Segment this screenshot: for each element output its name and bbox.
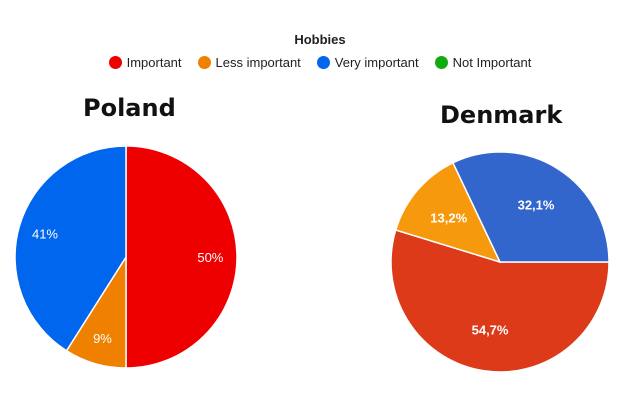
legend-item-not-important[interactable]: Not Important	[434, 55, 532, 70]
slice-label-poland-very-important: 41%	[32, 226, 58, 241]
slice-label-poland-important: 50%	[197, 250, 223, 265]
legend-label-important: Important	[126, 55, 182, 70]
pie-slice-poland-very-important[interactable]	[14, 145, 127, 352]
pie-slice-poland-important[interactable]	[125, 145, 238, 369]
slice-label-poland-less-important: 9%	[93, 331, 112, 346]
chart-title-denmark: Denmark	[440, 101, 563, 129]
legend-title: Hobbies	[294, 32, 346, 47]
legend-label-less-important: Less important	[215, 55, 301, 70]
slice-label-denmark-less-important: 13,2%	[430, 211, 467, 226]
legend-label-not-important: Not Important	[452, 55, 532, 70]
legend-label-very-important: Very important	[334, 55, 419, 70]
pie-chart-poland: 50% 9% 41%	[14, 145, 238, 369]
slice-label-denmark-important: 54,7%	[472, 322, 509, 337]
legend: Important Less important Very important …	[0, 55, 640, 70]
legend-swatch-less-important	[197, 56, 211, 69]
slice-label-denmark-very-important: 32,1%	[518, 197, 555, 212]
chart-title-poland: Poland	[83, 94, 176, 122]
legend-swatch-important	[108, 56, 122, 69]
legend-item-very-important[interactable]: Very important	[316, 55, 419, 70]
pie-slice-denmark-less-important[interactable]	[394, 161, 502, 264]
legend-swatch-very-important	[316, 56, 330, 69]
pie-slice-denmark-important[interactable]	[390, 229, 610, 373]
legend-item-important[interactable]: Important	[108, 55, 182, 70]
pie-chart-denmark: 54,7% 13,2% 32,1%	[390, 151, 610, 373]
legend-swatch-not-important	[434, 56, 448, 69]
legend-item-less-important[interactable]: Less important	[197, 55, 301, 70]
pie-slice-denmark-very-important[interactable]	[451, 151, 610, 263]
